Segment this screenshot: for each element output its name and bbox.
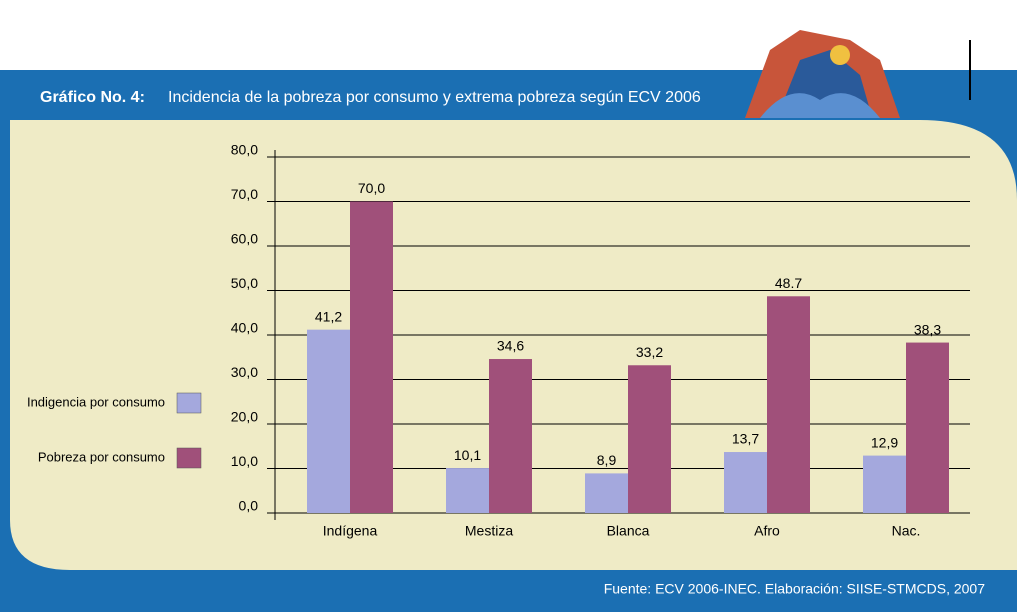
x-tick-label: Afro [754,523,780,539]
y-tick-label: 10,0 [231,453,258,469]
value-label: 33,2 [636,344,663,360]
value-label: 38,3 [914,321,941,337]
source: Fuente: ECV 2006-INEC. Elaboración: SIIS… [604,581,985,597]
value-label: 48.7 [775,275,802,291]
bar [863,456,906,513]
y-tick-label: 0,0 [239,498,259,514]
bar [350,202,393,514]
y-tick-label: 50,0 [231,275,258,291]
x-tick-label: Indígena [323,523,378,539]
y-tick-label: 20,0 [231,409,258,425]
bar [767,296,810,513]
value-label: 41,2 [315,308,342,324]
bar [628,365,671,513]
x-tick-label: Mestiza [465,523,513,539]
legend-swatch [177,393,201,413]
x-tick-label: Blanca [607,523,650,539]
value-label: 13,7 [732,431,759,447]
bar [489,359,532,513]
value-label: 70,0 [358,180,385,196]
value-label: 34,6 [497,338,524,354]
y-tick-label: 40,0 [231,320,258,336]
legend-swatch [177,448,201,468]
x-tick-label: Nac. [892,523,921,539]
y-tick-label: 70,0 [231,186,258,202]
y-tick-label: 80,0 [231,142,258,158]
bar [906,343,949,513]
bar [585,473,628,513]
value-label: 8,9 [597,452,617,468]
chart-title: Incidencia de la pobreza por consumo y e… [168,89,701,106]
legend-label: Pobreza por consumo [38,449,165,464]
legend-label: Indigencia por consumo [27,394,165,409]
chart: Gráfico No. 4: Incidencia de la pobreza … [0,0,1017,612]
value-label: 10,1 [454,447,481,463]
y-tick-label: 30,0 [231,364,258,380]
bar [724,452,767,513]
bar [307,330,350,513]
bar [446,468,489,513]
y-tick-label: 60,0 [231,231,258,247]
title-label: Gráfico No. 4: [40,89,145,106]
value-label: 12,9 [871,434,898,450]
